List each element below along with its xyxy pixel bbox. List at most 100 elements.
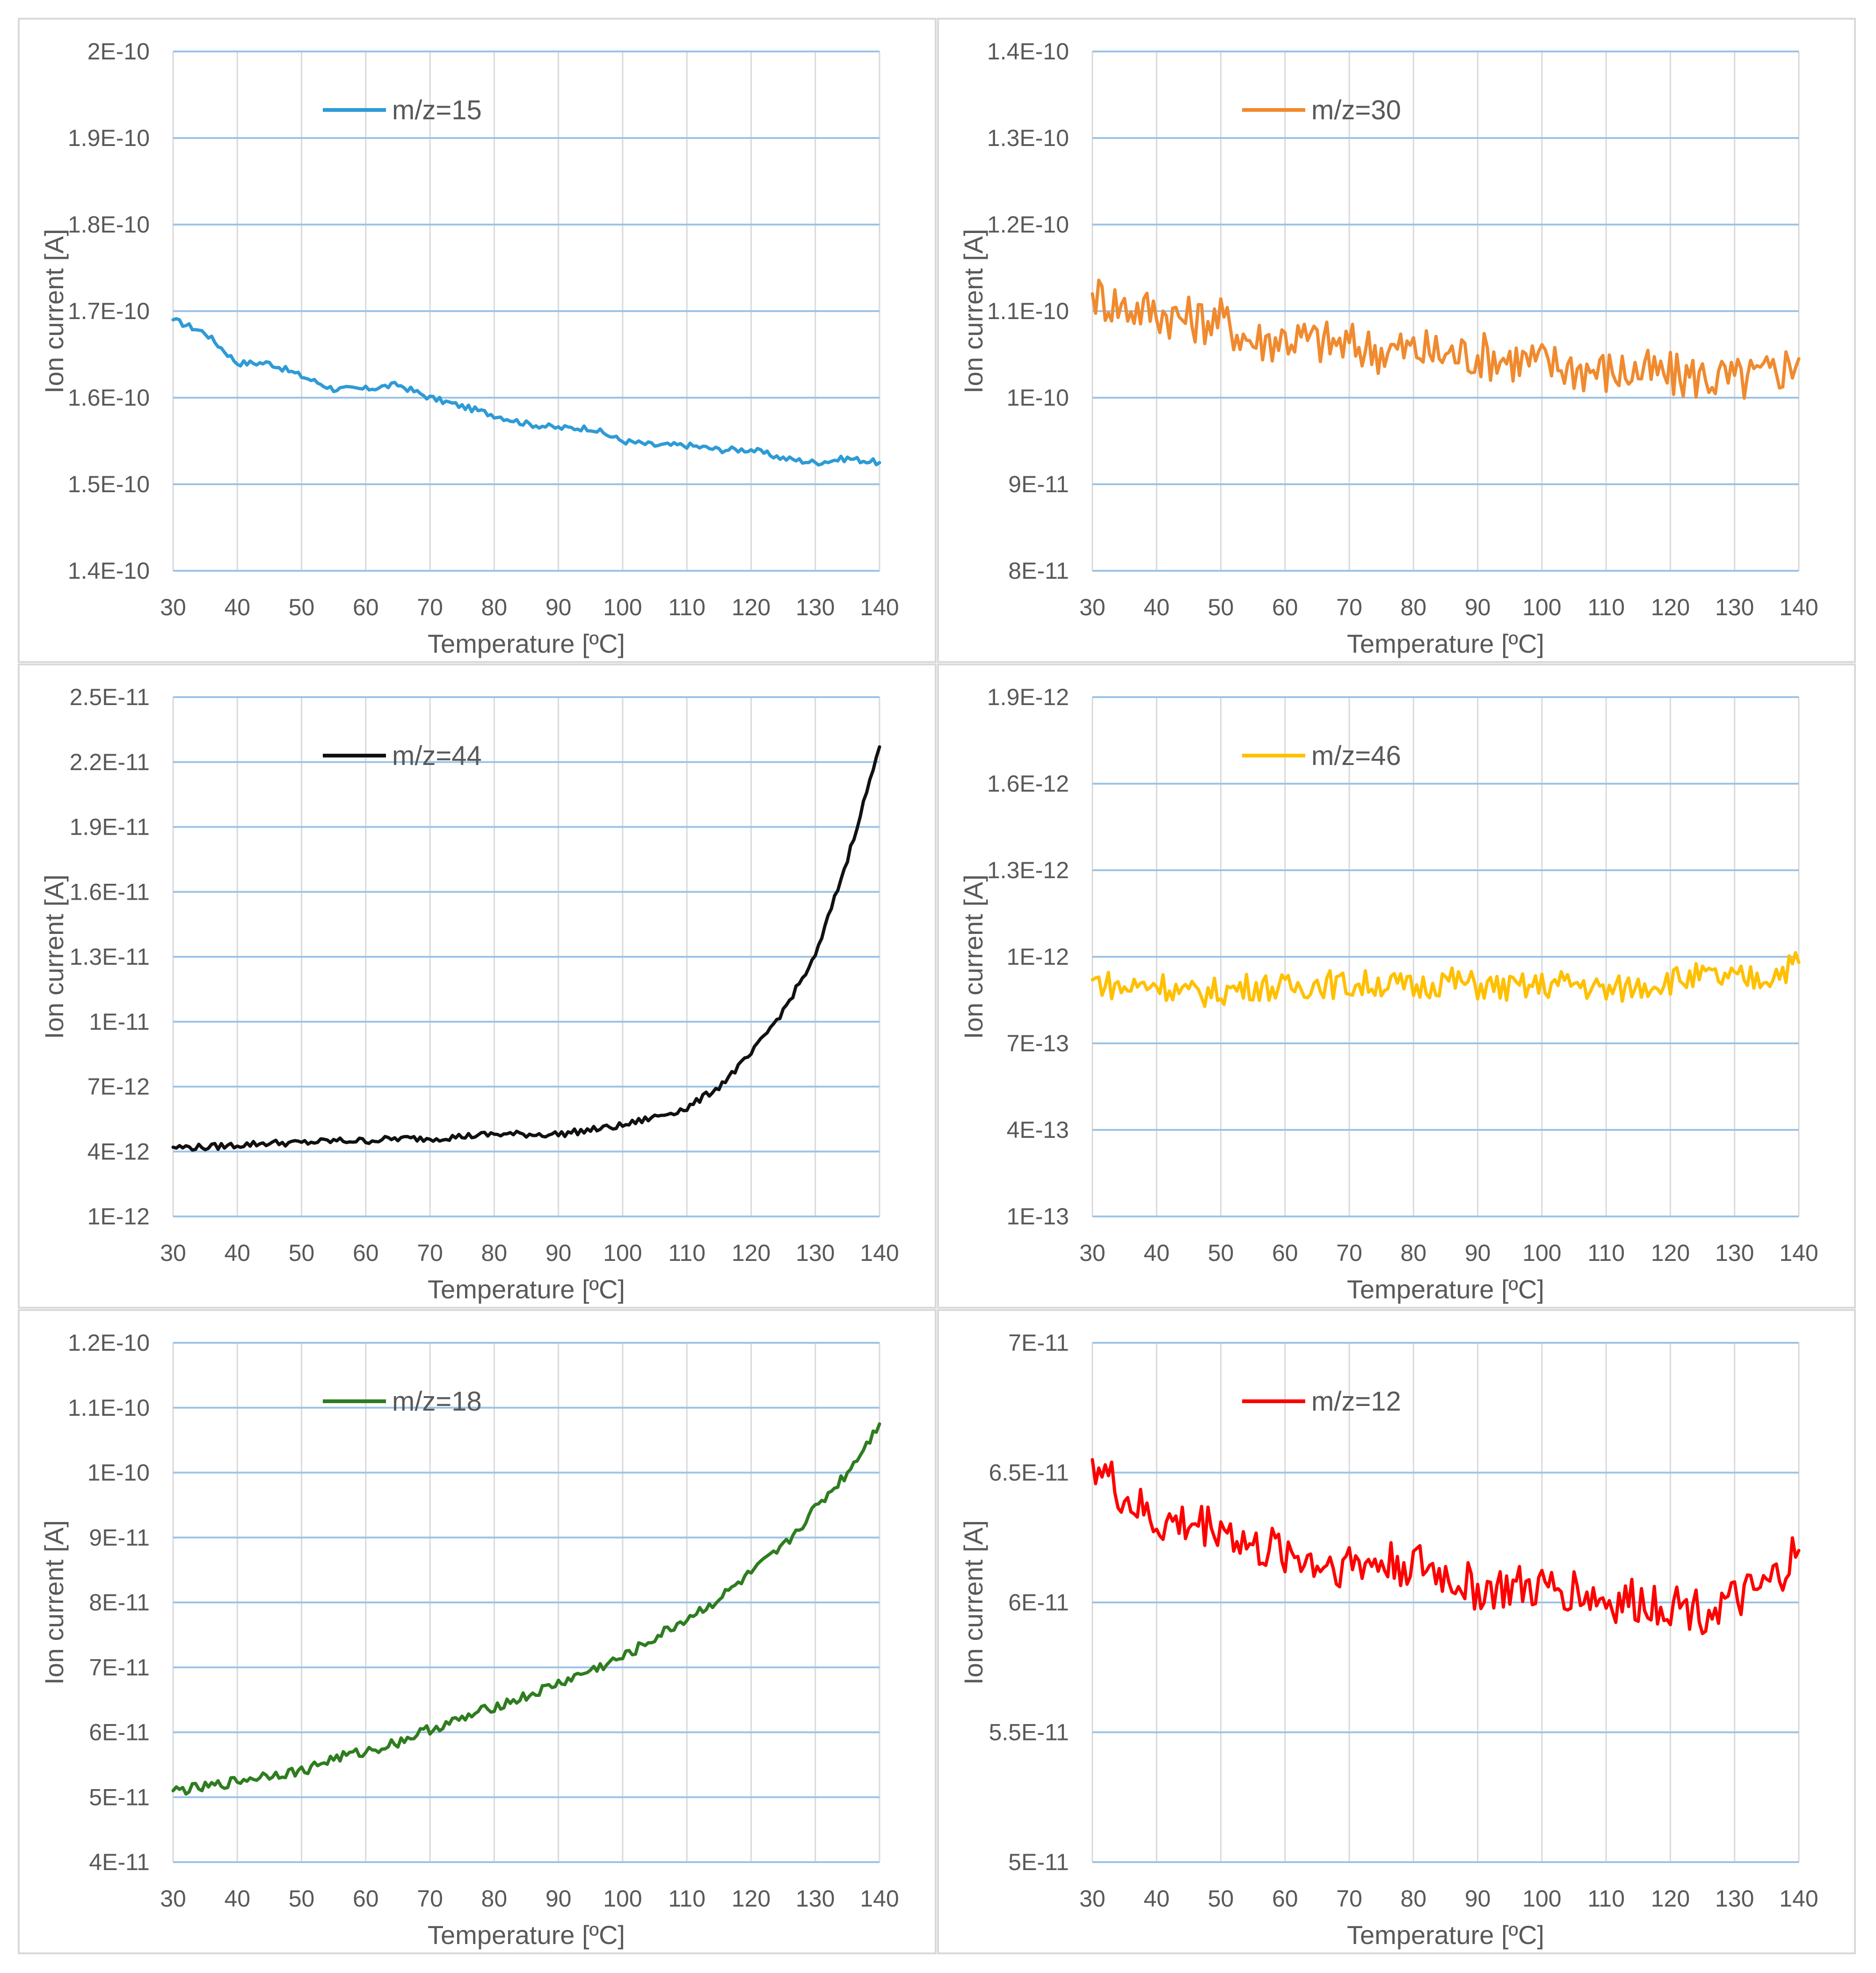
x-tick-label: 130 (1715, 1240, 1754, 1266)
x-tick-label: 60 (1272, 1886, 1298, 1912)
x-tick-label: 30 (160, 1240, 186, 1266)
y-axis-title: Ion current [A] (39, 229, 69, 393)
y-tick-label: 1.1E-10 (987, 298, 1069, 324)
x-tick-label: 140 (860, 1886, 899, 1912)
y-axis-title: Ion current [A] (959, 874, 988, 1039)
x-axis-title: Temperature [ºC] (1347, 629, 1544, 658)
legend-label: m/z=12 (1311, 1386, 1401, 1417)
x-tick-label: 60 (353, 594, 379, 620)
y-tick-label: 8E-11 (89, 1589, 150, 1616)
x-tick-label: 100 (1522, 1240, 1561, 1266)
x-tick-label: 50 (1208, 594, 1234, 620)
y-tick-label: 9E-11 (89, 1524, 150, 1551)
x-tick-label: 30 (1079, 594, 1105, 620)
y-axis-title: Ion current [A] (39, 874, 69, 1039)
x-tick-label: 120 (1651, 1240, 1690, 1266)
panel-frame (18, 663, 937, 1309)
panel-frame (18, 1309, 937, 1954)
x-tick-label: 30 (160, 594, 186, 620)
series-line (171, 317, 881, 467)
legend-label: m/z=15 (392, 95, 482, 125)
x-tick-label: 120 (1651, 1886, 1690, 1912)
y-tick-label: 1.4E-10 (987, 38, 1069, 65)
x-tick-label: 140 (860, 1240, 899, 1266)
x-tick-label: 80 (481, 1886, 508, 1912)
y-tick-label: 1.3E-12 (987, 857, 1069, 883)
x-tick-label: 50 (289, 1240, 315, 1266)
y-tick-label: 1E-12 (1007, 944, 1069, 970)
y-tick-label: 1.8E-10 (68, 211, 150, 238)
x-tick-label: 80 (1401, 1240, 1427, 1266)
y-tick-label: 6E-11 (1008, 1589, 1069, 1616)
legend-label: m/z=30 (1311, 95, 1401, 125)
y-tick-label: 1.1E-10 (68, 1395, 150, 1421)
x-tick-label: 60 (353, 1886, 379, 1912)
x-tick-label: 70 (1336, 1886, 1362, 1912)
x-tick-label: 70 (1336, 1240, 1362, 1266)
x-tick-label: 90 (1465, 1886, 1491, 1912)
x-tick-label: 120 (1651, 594, 1690, 620)
x-tick-label: 100 (1522, 594, 1561, 620)
x-tick-label: 120 (732, 594, 771, 620)
x-tick-label: 100 (1522, 1886, 1561, 1912)
y-tick-label: 1E-11 (89, 1009, 150, 1035)
x-tick-label: 100 (603, 594, 642, 620)
y-tick-label: 5.5E-11 (989, 1719, 1069, 1746)
y-tick-label: 5E-11 (89, 1784, 150, 1810)
x-tick-label: 80 (1401, 1886, 1427, 1912)
x-tick-label: 130 (796, 1240, 835, 1266)
x-tick-label: 130 (796, 1886, 835, 1912)
x-tick-label: 30 (1079, 1886, 1105, 1912)
y-tick-label: 1.3E-11 (70, 944, 150, 970)
y-tick-label: 1.3E-10 (987, 125, 1069, 151)
x-tick-label: 60 (1272, 594, 1298, 620)
x-axis-title: Temperature [ºC] (428, 629, 625, 658)
x-tick-label: 80 (481, 1240, 508, 1266)
y-tick-label: 7E-11 (89, 1654, 150, 1681)
x-axis-title: Temperature [ºC] (1347, 1920, 1544, 1950)
y-tick-label: 1E-10 (87, 1460, 150, 1486)
x-tick-label: 40 (1143, 1886, 1170, 1912)
x-tick-label: 140 (1779, 1886, 1818, 1912)
x-tick-label: 120 (732, 1886, 771, 1912)
x-tick-label: 60 (353, 1240, 379, 1266)
panel-frame (937, 663, 1856, 1309)
x-tick-label: 110 (668, 594, 705, 620)
x-tick-label: 90 (1465, 1240, 1491, 1266)
x-tick-label: 50 (289, 594, 315, 620)
y-tick-label: 5E-11 (1008, 1849, 1069, 1875)
y-tick-label: 1.2E-10 (987, 211, 1069, 238)
x-tick-label: 140 (860, 594, 899, 620)
y-tick-label: 4E-11 (89, 1849, 150, 1875)
x-tick-label: 130 (796, 594, 835, 620)
legend-label: m/z=44 (392, 741, 482, 771)
legend-label: m/z=46 (1311, 741, 1401, 771)
x-tick-label: 110 (668, 1240, 705, 1266)
x-tick-label: 70 (417, 1240, 443, 1266)
series-line (1091, 278, 1801, 400)
x-tick-label: 80 (481, 594, 508, 620)
y-tick-label: 1.6E-12 (987, 771, 1069, 797)
y-tick-label: 9E-11 (1008, 471, 1069, 497)
y-tick-label: 1.7E-10 (68, 298, 150, 324)
y-tick-label: 2.5E-11 (70, 684, 150, 710)
y-tick-label: 1.5E-10 (68, 471, 150, 497)
series-line (1091, 951, 1801, 1008)
legend-label: m/z=18 (392, 1386, 482, 1417)
series-line (171, 1422, 881, 1796)
chart-panel-6: 5E-11 5.5E-11 6E-11 6.5E-11 7E-11 30 40 50 60 70 8… (937, 1309, 1856, 1954)
x-tick-label: 140 (1779, 1240, 1818, 1266)
x-tick-label: 90 (545, 594, 572, 620)
x-axis-title: Temperature [ºC] (428, 1920, 625, 1950)
y-tick-label: 1.9E-12 (987, 684, 1069, 710)
y-tick-label: 7E-13 (1007, 1030, 1069, 1056)
series-line (1091, 1458, 1801, 1635)
y-tick-label: 2.2E-11 (70, 749, 150, 775)
y-tick-label: 8E-11 (1008, 558, 1069, 584)
x-tick-label: 90 (545, 1886, 572, 1912)
x-tick-label: 30 (1079, 1240, 1105, 1266)
x-tick-label: 100 (603, 1886, 642, 1912)
x-tick-label: 60 (1272, 1240, 1298, 1266)
x-tick-label: 110 (1587, 1240, 1625, 1266)
